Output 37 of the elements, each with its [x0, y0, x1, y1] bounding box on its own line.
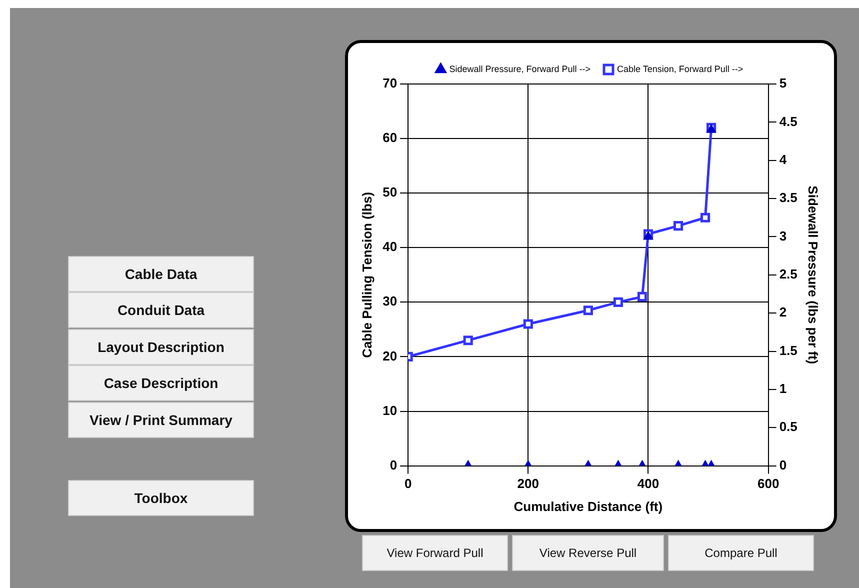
text: View Reverse Pull [512, 535, 664, 571]
y-tick-label: 70 [382, 76, 398, 91]
x-tick-label: 400 [637, 476, 660, 492]
x-tick-label: 0 [404, 476, 412, 492]
y-axis-title: Cable Pulling Tension (lbs) [359, 192, 374, 358]
legend-label: Cable Tension, Forward Pull --> [616, 64, 744, 74]
y2-tick-label: 1 [779, 381, 787, 396]
x-tick-label: 600 [757, 476, 780, 492]
text: Cable Data [68, 256, 254, 292]
y2-tick-label: 4.5 [779, 114, 798, 129]
y2-tick-label: 4 [779, 152, 788, 167]
y-tick-label: 20 [382, 348, 398, 364]
y2-tick-label: 3.5 [779, 190, 798, 206]
y2-tick-label: 5 [779, 76, 787, 91]
y-tick-label: 0 [390, 457, 398, 472]
y-tick-label: 60 [382, 130, 398, 146]
y2-tick-label: 0 [779, 457, 787, 472]
y-tick-label: 40 [382, 239, 398, 254]
y2-tick-label: 2.5 [779, 266, 798, 282]
x-axis-title: Cumulative Distance (ft) [514, 498, 663, 514]
y2-tick-label: 0.5 [779, 419, 798, 434]
text: Compare Pull [668, 535, 814, 571]
y2-axis-title: Sidewall Pressure (lbs per ft) [806, 186, 821, 364]
legend-label: Sidewall Pressure, Forward Pull --> [449, 64, 591, 74]
text: Conduit Data [68, 292, 254, 328]
text: View / Print Summary [68, 402, 254, 438]
text: Toolbox [68, 480, 254, 516]
y-tick-label: 50 [382, 184, 398, 200]
y2-tick-label: 1.5 [779, 342, 798, 358]
y-tick-label: 10 [382, 402, 398, 418]
x-tick-label: 200 [517, 476, 539, 492]
text: Layout Description [68, 329, 254, 365]
y2-tick-label: 2 [779, 304, 787, 320]
text: Case Description [68, 365, 254, 401]
y2-tick-label: 3 [779, 228, 787, 244]
text: View Forward Pull [362, 535, 508, 571]
y-tick-label: 30 [382, 294, 398, 309]
